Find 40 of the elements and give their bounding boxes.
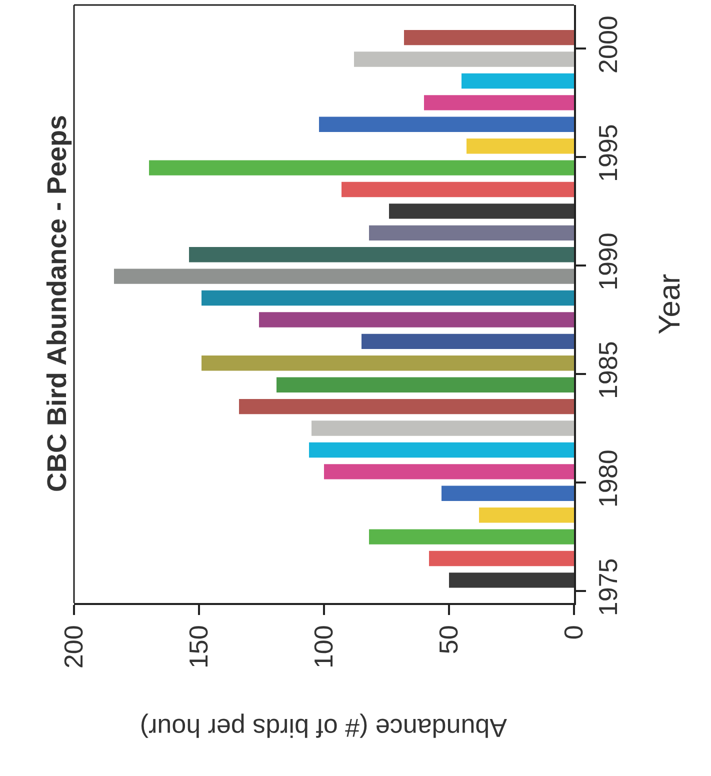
bar bbox=[324, 464, 574, 480]
y-tick-label: 1990 bbox=[592, 232, 623, 290]
bar bbox=[404, 30, 574, 46]
y-tick-label: 1985 bbox=[592, 341, 623, 400]
bar bbox=[149, 160, 574, 176]
bar bbox=[202, 290, 574, 306]
bar bbox=[442, 486, 574, 501]
x-tick-label: 150 bbox=[183, 625, 214, 669]
y-tick-label: 1980 bbox=[592, 450, 623, 508]
y-tick-label: 1975 bbox=[592, 558, 623, 616]
x-tick-label: 0 bbox=[558, 625, 588, 640]
bar bbox=[449, 572, 574, 588]
bar bbox=[389, 204, 574, 219]
x-tick-label: 100 bbox=[308, 625, 338, 669]
x-tick-label: 50 bbox=[433, 625, 464, 654]
bar bbox=[354, 52, 574, 67]
bar bbox=[429, 550, 574, 566]
bar bbox=[342, 182, 574, 198]
bar bbox=[424, 95, 574, 110]
bar bbox=[202, 356, 574, 371]
bar bbox=[462, 73, 574, 89]
bar bbox=[259, 312, 574, 328]
x-tick-label: 200 bbox=[58, 625, 88, 669]
bar bbox=[466, 138, 574, 154]
bar bbox=[239, 398, 574, 414]
bar bbox=[369, 225, 574, 241]
bar bbox=[479, 507, 574, 523]
text: CBC Bird Abundance - Peeps bbox=[42, 114, 72, 492]
x-axis-title: Abundance (# of birds per hour) bbox=[140, 713, 507, 743]
y-axis-title: Year bbox=[654, 274, 686, 334]
bar bbox=[114, 268, 574, 284]
y-tick-label: 1995 bbox=[592, 124, 623, 182]
bar bbox=[189, 247, 574, 262]
bar bbox=[319, 116, 574, 132]
bar bbox=[309, 442, 574, 458]
bar bbox=[369, 529, 574, 544]
bar bbox=[312, 420, 574, 436]
bar bbox=[276, 377, 574, 392]
bar bbox=[362, 334, 574, 350]
y-tick-label: 2000 bbox=[592, 16, 623, 74]
